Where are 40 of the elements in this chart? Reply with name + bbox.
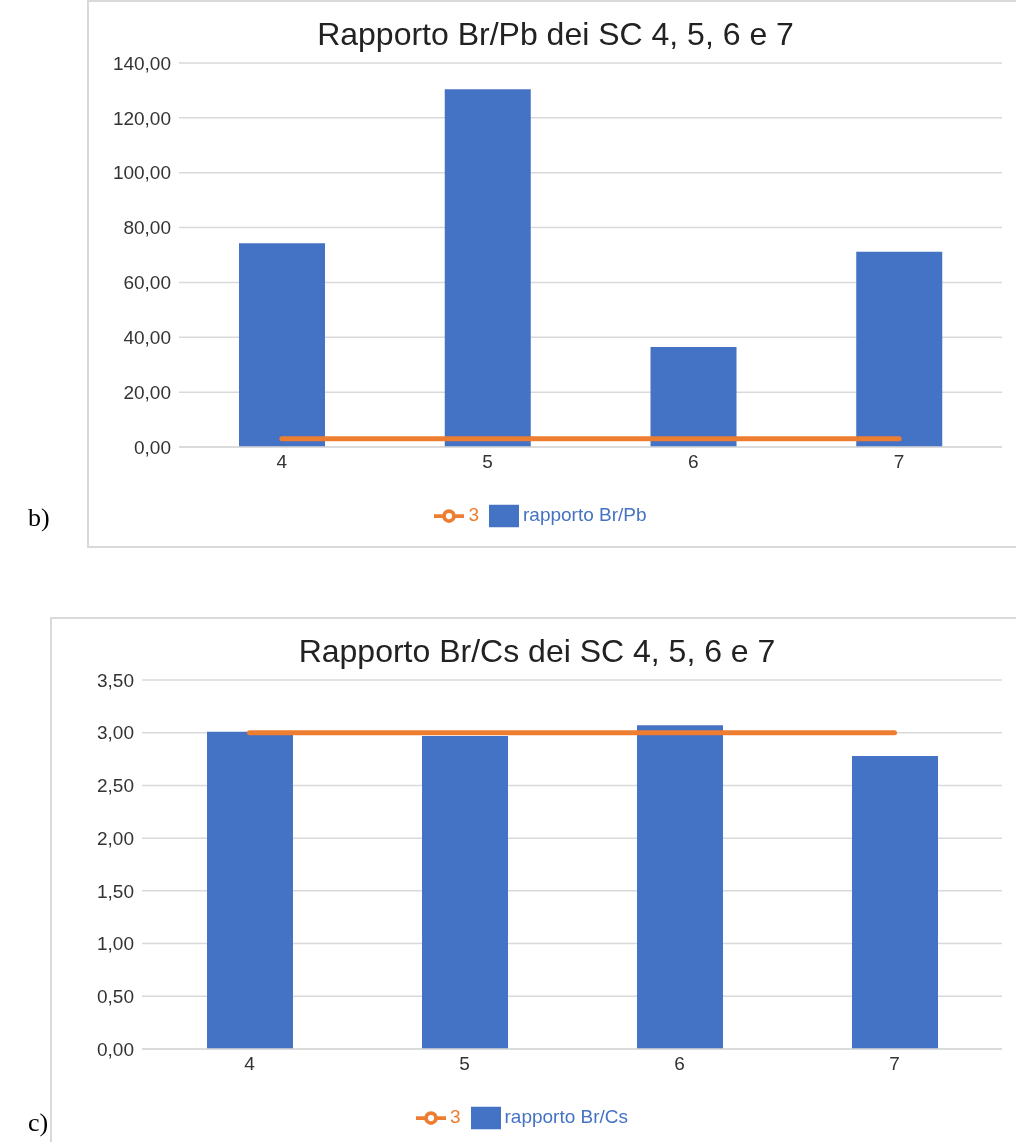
x-tick-label: 4 (276, 451, 288, 473)
bar (650, 346, 737, 447)
y-tick-label: 2,50 (97, 775, 134, 797)
text: b) (28, 503, 50, 533)
bar (422, 735, 508, 1049)
y-tick-label: 0,50 (97, 986, 134, 1008)
y-tick-label: 100,00 (112, 162, 171, 184)
y-tick-label: 80,00 (123, 217, 171, 239)
chart-title: Rapporto Br/Pb dei SC 4, 5, 6 e 7 (316, 16, 795, 53)
bar (856, 251, 943, 447)
y-tick-label: 20,00 (123, 381, 171, 403)
y-tick-label: 1,00 (97, 933, 134, 955)
text: c) (28, 1108, 49, 1138)
y-tick-label: 0,00 (134, 436, 171, 458)
x-tick-label: 7 (893, 451, 905, 473)
bar (852, 755, 938, 1049)
y-tick-label: 120,00 (112, 107, 171, 129)
legend-label: 3 (468, 504, 479, 526)
y-tick-label: 140,00 (112, 52, 171, 74)
x-tick-label: 5 (459, 1053, 470, 1075)
y-tick-label: 3,00 (97, 722, 134, 744)
x-tick-label: 6 (688, 451, 699, 473)
y-tick-label: 60,00 (123, 272, 171, 294)
y-tick-label: 1,50 (97, 880, 134, 902)
y-tick-label: 3,50 (97, 669, 134, 691)
x-tick-label: 7 (889, 1053, 900, 1075)
legend-label: 3 (449, 1106, 461, 1128)
legend-label: rapporto Br/Cs (504, 1106, 629, 1128)
y-tick-label: 2,00 (97, 827, 134, 849)
y-tick-label: 40,00 (123, 327, 171, 349)
bar (637, 725, 723, 1049)
y-tick-label: 0,00 (97, 1038, 134, 1060)
x-tick-label: 5 (482, 451, 493, 473)
bar (207, 731, 293, 1049)
chart-title: Rapporto Br/Cs dei SC 4, 5, 6 e 7 (297, 633, 777, 670)
x-tick-label: 4 (244, 1053, 256, 1075)
bar (239, 243, 325, 447)
x-tick-label: 6 (674, 1053, 685, 1075)
bar (444, 89, 531, 447)
legend-label: rapporto Br/Pb (523, 504, 647, 526)
